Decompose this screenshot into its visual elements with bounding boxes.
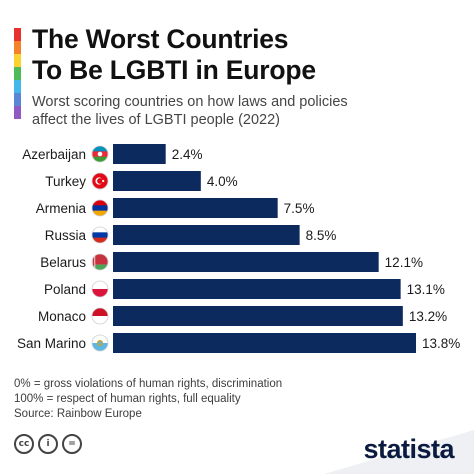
bar [113,279,401,299]
source-note: Source: Rainbow Europe [14,408,142,420]
value-label: 13.1% [407,282,445,297]
rainbow-segment [14,67,21,80]
bar [113,198,278,218]
bar-group-poland: Poland 13.1% [44,279,445,299]
creative-commons-icon[interactable]: cc [14,434,34,454]
bar-group-azerbaijan: Azerbaijan 2.4% [22,144,202,164]
chart-title: The Worst Countries To Be LGBTI in Europ… [32,24,316,86]
title-line-1: The Worst Countries [32,24,289,54]
bar-group-russia: Russia 8.5% [45,225,337,245]
category-label: Armenia [36,201,87,216]
value-label: 13.8% [422,336,460,351]
rainbow-segment [14,54,21,67]
bar [113,144,166,164]
azerbaijan-flag-icon [91,145,109,163]
subtitle-line-1: Worst scoring countries on how laws and … [32,94,348,110]
bar [113,225,300,245]
bar-group-monaco: Monaco 13.2% [38,306,447,326]
san-marino-flag-icon [91,334,109,352]
category-label: Turkey [45,174,86,189]
bar-group-armenia: Armenia 7.5% [36,198,315,218]
russia-flag-icon [91,226,109,244]
statista-logo[interactable]: statista [363,434,454,464]
category-label: Azerbaijan [22,147,86,162]
value-label: 12.1% [385,255,423,270]
belarus-flag-icon [91,253,109,271]
category-label: Monaco [38,309,86,324]
value-label: 8.5% [306,228,337,243]
rainbow-stripe [14,28,21,119]
value-label: 2.4% [172,147,203,162]
rainbow-segment [14,80,21,93]
subtitle-line-2: affect the lives of LGBTI people (2022) [32,112,280,128]
bar-group-san-marino: San Marino 13.8% [17,333,460,353]
no-derivatives-icon[interactable]: = [62,434,82,454]
note-line-2: 100% = respect of human rights, full equ… [14,393,241,405]
rainbow-segment [14,28,21,41]
note-line-1: 0% = gross violations of human rights, d… [14,378,283,390]
chart-subtitle: Worst scoring countries on how laws and … [32,93,452,129]
brand-area: statista [314,430,474,474]
value-label: 13.2% [409,309,447,324]
brand-background [324,430,474,474]
rainbow-segment [14,93,21,106]
value-label: 7.5% [284,201,315,216]
license-icons: cc i = [14,434,82,454]
bar-chart: Azerbaijan 2.4% Turkey 4.0% Armenia 7.5% Russi… [17,144,460,353]
bar-group-turkey: Turkey 4.0% [45,171,238,191]
title-line-2: To Be LGBTI in Europe [32,55,316,85]
rainbow-segment [14,41,21,54]
bar-group-belarus: Belarus 12.1% [40,252,423,272]
bar [113,306,403,326]
category-label: Belarus [40,255,86,270]
armenia-flag-icon [91,199,109,217]
category-label: San Marino [17,336,86,351]
value-label: 4.0% [207,174,238,189]
attribution-icon[interactable]: i [38,434,58,454]
chart-notes: 0% = gross violations of human rights, d… [14,377,282,422]
category-label: Poland [44,282,86,297]
turkey-flag-icon [91,172,109,190]
rainbow-segment [14,106,21,119]
category-label: Russia [45,228,87,243]
poland-flag-icon [91,280,109,298]
bar [113,333,416,353]
bar [113,171,201,191]
bar [113,252,379,272]
monaco-flag-icon [91,307,109,325]
